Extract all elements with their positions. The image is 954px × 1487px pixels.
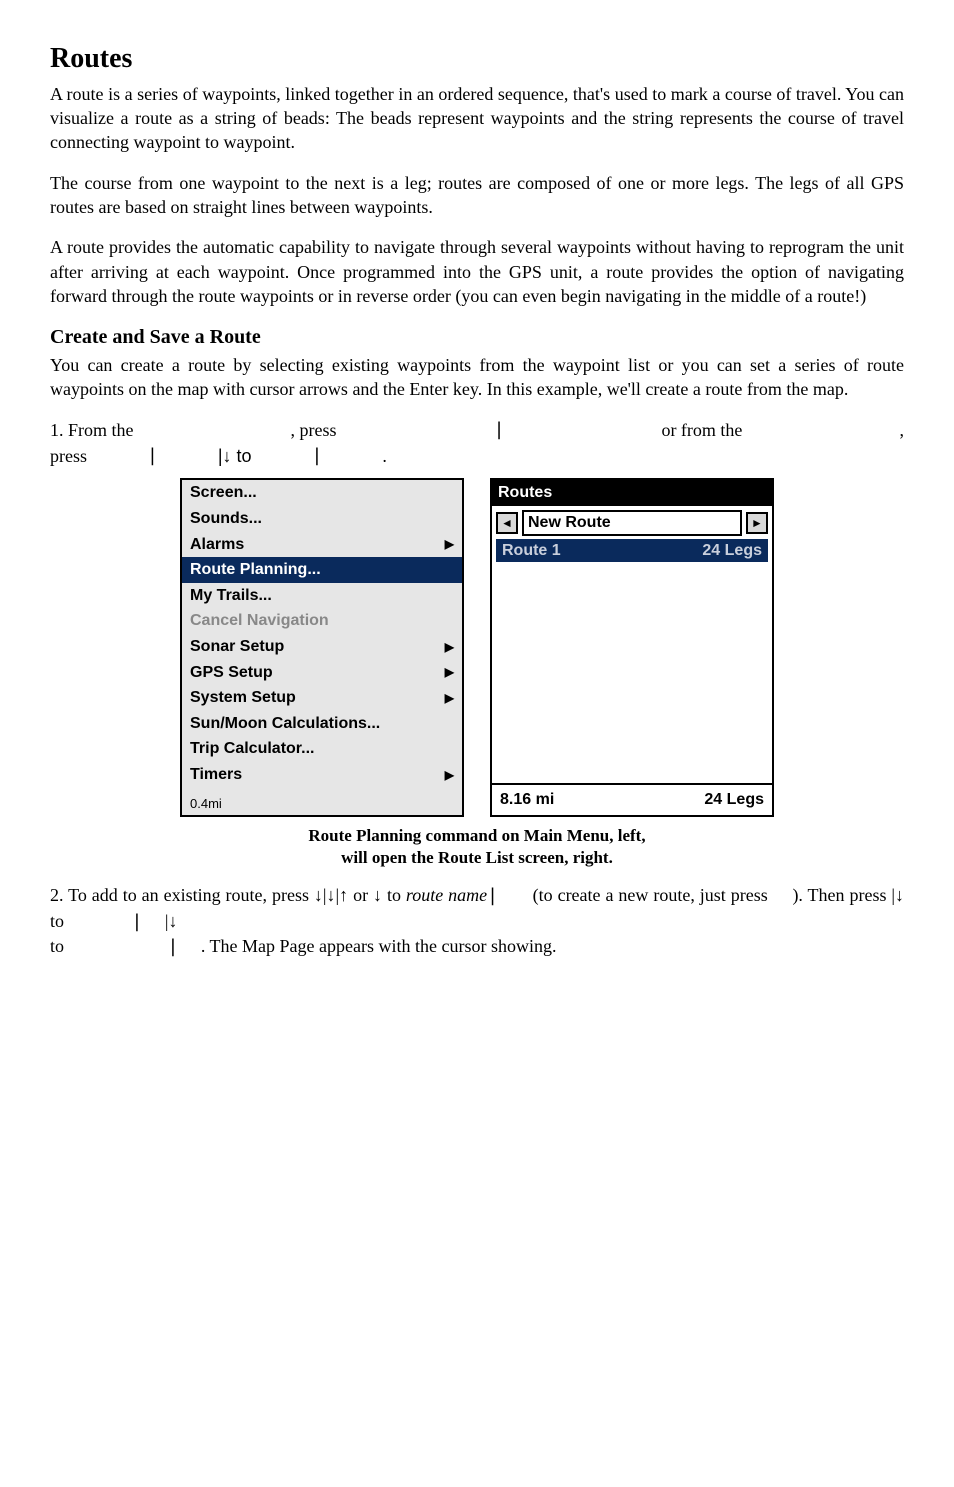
new-route-row: ◄ New Route ► [496,510,768,536]
menu-item-label: Screen... [190,482,257,504]
menu-item-alarms[interactable]: Alarms ▶ [182,532,462,558]
step2-i: to [50,936,64,956]
menu-item-label: Alarms [190,534,244,556]
menu-footer-distance: 0.4mi [182,793,462,815]
step1-arrow: |↓ to [218,444,252,468]
route-1-legs: 24 Legs [702,540,762,562]
caption-line-1: Route Planning command on Main Menu, lef… [308,826,645,845]
step1-text-f: press [50,444,87,468]
figure-caption: Route Planning command on Main Menu, lef… [50,825,904,869]
intro-paragraph-3: A route provides the automatic capabilit… [50,235,904,308]
menu-item-sonar-setup[interactable]: Sonar Setup ▶ [182,634,462,660]
step2-e: create a new route, just press [558,885,773,905]
menu-item-screen[interactable]: Screen... [182,480,462,506]
step-2-paragraph: 2. To add to an existing route, press ↓|… [50,883,904,959]
submenu-arrow-icon: ▶ [445,690,454,706]
intro-paragraph-2: The course from one waypoint to the next… [50,171,904,220]
submenu-arrow-icon: ▶ [445,664,454,680]
step2-c: | [487,885,498,906]
step1-text-j: . [382,444,387,468]
step1-pipe-2: | [147,444,158,468]
routes-title: Routes [492,480,772,506]
menu-item-trip-calculator[interactable]: Trip Calculator... [182,736,462,762]
submenu-arrow-icon: ▶ [445,639,454,655]
menu-item-my-trails[interactable]: My Trails... [182,583,462,609]
menu-item-system-setup[interactable]: System Setup ▶ [182,685,462,711]
step1-text-b: , press [291,418,337,442]
menu-item-label: Timers [190,764,242,786]
menu-item-gps-setup[interactable]: GPS Setup ▶ [182,660,462,686]
step2-k: . The Map Page appears with the cursor s… [201,936,557,956]
main-menu-panel: Screen... Sounds... Alarms ▶ Route Planning.… [180,478,464,817]
menu-item-timers[interactable]: Timers ▶ [182,762,462,788]
route-1-name: Route 1 [502,540,561,562]
step-1-line-1: 1. From the , press | or from the , [50,418,904,442]
step1-text-d: or from the [661,418,742,442]
step1-text-e: , [899,418,904,442]
menu-item-label: Cancel Navigation [190,610,329,632]
new-route-field[interactable]: New Route [522,510,742,536]
menu-item-label: Sun/Moon Calculations... [190,713,380,735]
menu-item-label: Route Planning... [190,559,321,581]
step2-routename: route name [406,885,487,905]
menu-item-label: GPS Setup [190,662,273,684]
step-1-line-2: press | |↓ to | . [50,444,904,468]
routes-empty-area [496,562,768,779]
nav-left-arrow[interactable]: ◄ [496,512,518,534]
step2-g: | [132,911,143,932]
create-route-intro: You can create a route by selecting exis… [50,353,904,402]
routes-footer-distance: 8.16 mi [500,789,554,811]
nav-right-arrow[interactable]: ► [746,512,768,534]
menu-item-sounds[interactable]: Sounds... [182,506,462,532]
routes-panel: Routes ◄ New Route ► Route 1 24 Legs 8.1… [490,478,774,817]
caption-line-2: will open the Route List screen, right. [341,848,613,867]
route-1-row[interactable]: Route 1 24 Legs [496,539,768,563]
menu-item-label: Trip Calculator... [190,738,314,760]
submenu-arrow-icon: ▶ [445,767,454,783]
menu-item-label: Sounds... [190,508,262,530]
menu-item-cancel-navigation: Cancel Navigation [182,608,462,634]
menu-item-label: Sonar Setup [190,636,284,658]
page-title: Routes [50,40,904,78]
submenu-arrow-icon: ▶ [445,536,454,552]
routes-footer: 8.16 mi 24 Legs [492,783,772,815]
intro-paragraph-1: A route is a series of waypoints, linked… [50,82,904,155]
step2-h: |↓ [165,911,178,931]
routes-footer-legs: 24 Legs [704,789,764,811]
subheading-create-route: Create and Save a Route [50,324,904,351]
menu-item-sun-moon-calculations[interactable]: Sun/Moon Calculations... [182,711,462,737]
menu-item-route-planning[interactable]: Route Planning... [182,557,462,583]
menu-item-label: System Setup [190,687,296,709]
step2-a: 2. To add to an existing route, press ↓|… [50,885,406,905]
step2-j: | [168,936,179,957]
menu-item-label: My Trails... [190,585,272,607]
step1-pipe-3: | [312,444,323,468]
step2-d: (to [533,885,553,905]
step1-pipe-1: | [494,418,505,442]
step1-text-a: 1. From the [50,418,134,442]
